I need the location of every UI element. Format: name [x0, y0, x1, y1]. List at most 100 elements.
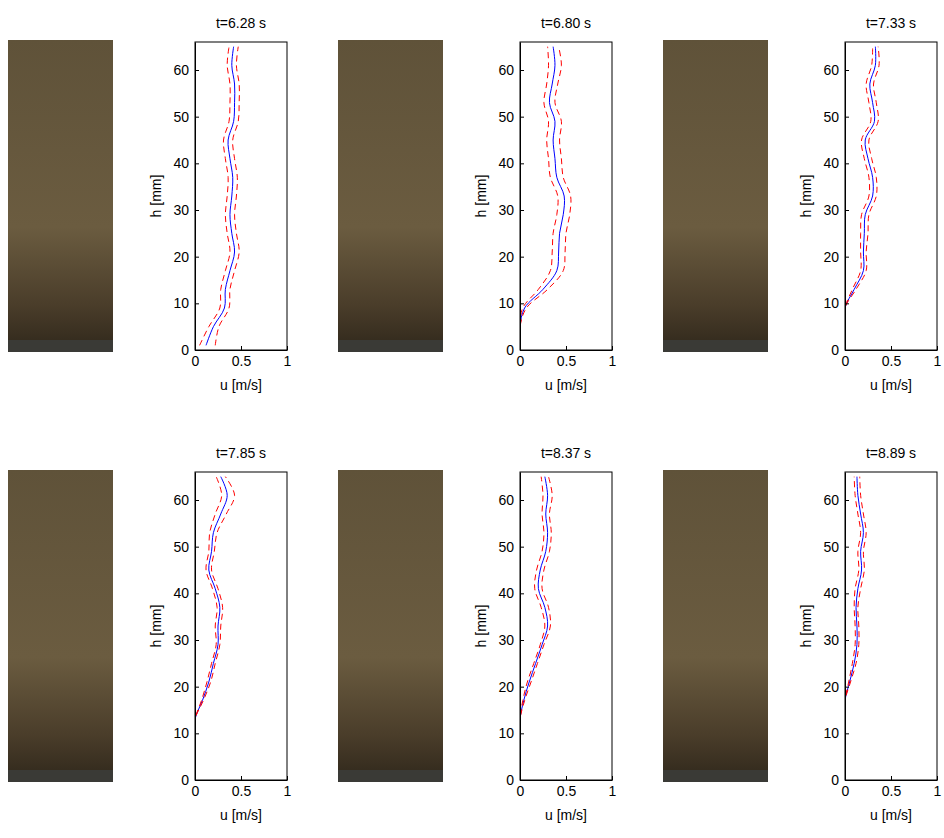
y-tick: 0 [181, 772, 199, 788]
y-tick-label: 40 [498, 585, 514, 601]
y-axis: 0102030405060 [173, 473, 199, 788]
x-tick: 1 [934, 776, 942, 799]
x-tick-mark [287, 776, 288, 780]
panel: 00.510102030405060t=8.89 su [m/s]h [mm] [798, 445, 942, 823]
y-tick-label: 10 [823, 295, 839, 311]
y-tick-mark [195, 500, 199, 501]
plot-area [200, 47, 240, 346]
x-tick: 0.5 [232, 776, 252, 799]
y-tick-label: 10 [173, 725, 189, 741]
y-tick-mark [520, 733, 524, 734]
x-tick-mark [891, 776, 892, 780]
x-axis-title: u [m/s] [220, 377, 262, 393]
plot-frame [195, 472, 287, 780]
panel-title: t=6.80 s [541, 15, 591, 31]
y-tick-mark [520, 687, 524, 688]
x-tick-label: 0 [192, 783, 200, 799]
x-tick-mark [566, 346, 567, 350]
x-axis-line [846, 780, 938, 781]
x-tick: 0.5 [557, 346, 577, 369]
photo-floor [8, 340, 113, 352]
plot-frame [520, 472, 612, 780]
y-tick-label: 60 [823, 492, 839, 508]
std-line [845, 477, 861, 776]
y-tick-label: 50 [173, 109, 189, 125]
y-tick-label: 0 [181, 342, 189, 358]
y-tick-mark [845, 163, 849, 164]
x-tick: 0.5 [557, 776, 577, 799]
x-axis-title: u [m/s] [870, 377, 912, 393]
y-tick-mark [195, 687, 199, 688]
photo-floor [338, 340, 443, 352]
x-axis: 00.51 [517, 776, 617, 799]
y-tick-label: 50 [498, 539, 514, 555]
y-tick: 30 [823, 202, 849, 218]
y-tick: 40 [498, 585, 524, 601]
photo [338, 470, 443, 782]
x-tick-mark [612, 346, 613, 350]
x-axis-title: u [m/s] [545, 377, 587, 393]
x-tick-mark [287, 346, 288, 350]
panel-title: t=8.37 s [541, 445, 591, 461]
y-tick: 40 [498, 155, 524, 171]
y-tick-label: 30 [823, 632, 839, 648]
y-tick-mark [195, 593, 199, 594]
std-line [195, 477, 222, 776]
y-tick: 30 [173, 632, 199, 648]
x-axis-line [521, 350, 613, 351]
photo-background [8, 40, 113, 352]
x-axis: 00.51 [842, 776, 942, 799]
y-tick-label: 20 [498, 249, 514, 265]
y-axis-title: h [mm] [798, 175, 814, 218]
y-axis: 0 10 20 30 40 50 60 [498, 473, 524, 788]
x-tick: 1 [284, 776, 292, 799]
y-tick-label: 10 [173, 295, 189, 311]
y-tick-label: 50 [173, 539, 189, 555]
y-tick: 30 [823, 632, 849, 648]
photo [338, 40, 443, 352]
y-tick-mark [845, 117, 849, 118]
panel-title: t=7.33 s [866, 15, 916, 31]
y-tick-mark [195, 117, 199, 118]
y-tick-mark [845, 547, 849, 548]
y-tick-label: 30 [498, 202, 514, 218]
y-tick: 20 [823, 679, 849, 695]
y-tick-mark [520, 303, 524, 304]
x-tick-label: 1 [934, 353, 942, 369]
y-tick-label: 40 [173, 585, 189, 601]
x-axis: 00.51 [192, 776, 292, 799]
y-tick-label: 10 [498, 295, 514, 311]
y-tick: 30 [498, 632, 524, 648]
y-tick: 10 [173, 295, 199, 311]
y-tick: 60 [498, 492, 524, 508]
y-tick-mark [520, 210, 524, 211]
y-tick-mark [520, 780, 524, 781]
y-tick-mark [845, 303, 849, 304]
y-tick-mark [520, 500, 524, 501]
x-tick-label: 1 [284, 783, 292, 799]
x-tick-mark [937, 776, 938, 780]
x-tick: 0.5 [882, 776, 902, 799]
y-tick-label: 40 [823, 585, 839, 601]
y-tick-mark [195, 163, 199, 164]
mean-line [520, 47, 565, 346]
y-tick-label: 60 [823, 62, 839, 78]
photo [8, 470, 113, 782]
y-tick-label: 0 [506, 772, 514, 788]
std-line [520, 477, 552, 776]
photo-background [8, 470, 113, 782]
plot-area [845, 477, 866, 776]
plot-area [845, 47, 879, 346]
plot-area [520, 47, 571, 346]
x-tick: 0.5 [232, 346, 252, 369]
y-tick: 0 [181, 342, 199, 358]
y-tick-mark [520, 547, 524, 548]
y-axis-title: h [mm] [473, 605, 489, 648]
y-tick-mark [195, 257, 199, 258]
y-tick-label: 60 [498, 62, 514, 78]
y-tick-label: 10 [498, 725, 514, 741]
y-tick: 60 [823, 62, 849, 78]
y-tick: 20 [498, 679, 524, 695]
x-tick-label: 0.5 [232, 353, 252, 369]
x-tick: 1 [609, 776, 617, 799]
